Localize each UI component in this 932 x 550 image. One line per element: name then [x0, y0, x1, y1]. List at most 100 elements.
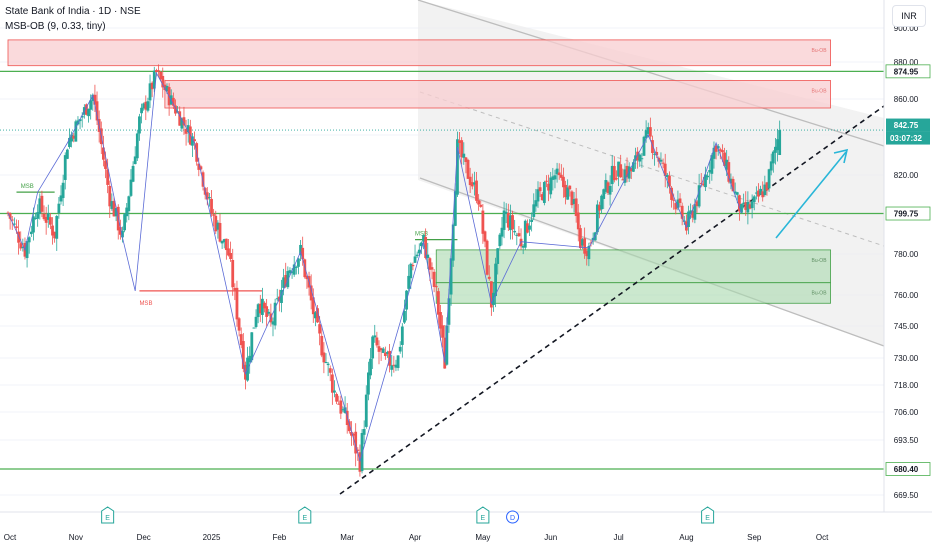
candle-body	[265, 306, 269, 317]
candle-body	[473, 182, 476, 185]
candle-body	[640, 158, 644, 160]
price-axis	[884, 0, 932, 550]
candle-body	[25, 241, 29, 259]
order-block-zone	[7, 39, 831, 67]
candle-body	[646, 127, 650, 134]
candle-body	[759, 188, 762, 195]
candle-body	[55, 216, 59, 239]
candle-body	[680, 205, 684, 219]
candle-body	[49, 217, 52, 225]
candle-body	[576, 212, 580, 230]
trend-arrow	[775, 151, 847, 239]
candle-body	[233, 287, 237, 291]
candle-body	[502, 210, 506, 230]
channel-upper-line	[417, 0, 885, 147]
candle-body	[108, 185, 112, 207]
candle-body	[665, 174, 669, 177]
trend-line	[339, 105, 885, 495]
candle-body	[714, 146, 718, 152]
candle-body	[273, 302, 277, 326]
candle-body	[297, 258, 300, 267]
chart-title: State Bank of India · 1D · NSE	[5, 6, 141, 17]
candle-body	[453, 191, 457, 226]
candle-body	[407, 275, 411, 289]
candle-body	[691, 210, 695, 218]
candle-body	[191, 136, 194, 146]
candle-body	[159, 71, 163, 80]
candle-body	[693, 204, 697, 220]
candle-body	[299, 244, 302, 255]
candle-body	[697, 185, 701, 207]
candle-body	[517, 233, 521, 237]
candle-body	[345, 410, 349, 426]
currency-button[interactable]: INR	[892, 5, 926, 27]
candle-body	[443, 337, 447, 369]
candle-body	[364, 394, 368, 427]
candle-body	[337, 403, 341, 405]
candle-body	[602, 189, 606, 199]
candle-body	[379, 348, 383, 351]
y-tick-label: 718.00	[894, 381, 919, 390]
candle-body	[763, 184, 767, 196]
candle-body	[165, 85, 169, 92]
x-tick-label: May	[475, 533, 490, 542]
candle-body	[271, 321, 275, 325]
candle-body	[93, 94, 97, 105]
candle-body	[742, 202, 746, 205]
candle-body	[778, 130, 782, 155]
candle-body	[224, 238, 228, 251]
candle-body	[288, 270, 292, 274]
candle-body	[456, 139, 459, 195]
candle-body	[506, 212, 510, 228]
candle-body	[521, 245, 525, 248]
candle-body	[721, 150, 724, 153]
candle-body	[65, 149, 69, 159]
candle-body	[381, 348, 385, 353]
x-tick-label: Mar	[340, 533, 354, 542]
candle-body	[606, 182, 610, 193]
candle-body	[701, 183, 705, 185]
candle-body	[38, 198, 42, 214]
candle-body	[689, 210, 693, 214]
candle-body	[398, 346, 402, 352]
candle-body	[27, 237, 31, 243]
candle-body	[72, 135, 76, 139]
candle-body	[146, 101, 150, 111]
candle-body	[610, 165, 614, 185]
candle-body	[716, 146, 720, 149]
candle-body	[335, 393, 338, 402]
candle-body	[704, 174, 707, 188]
candle-body	[413, 256, 417, 263]
earnings-marker	[298, 506, 312, 524]
candle-body	[727, 162, 731, 182]
candle-body	[21, 246, 25, 249]
candle-body	[663, 163, 667, 176]
y-tick-label: 900.00	[894, 24, 919, 33]
candle-body	[740, 204, 743, 213]
candle-body	[51, 225, 54, 236]
candle-body	[615, 178, 618, 180]
candle-body	[579, 228, 582, 249]
candle-body	[612, 166, 616, 181]
candle-body	[34, 218, 37, 220]
candle-body	[229, 253, 232, 260]
candle-body	[320, 335, 324, 356]
candle-body	[623, 169, 627, 183]
candle-body	[237, 318, 241, 331]
candle-body	[140, 107, 143, 114]
msb-label: MSB	[21, 184, 34, 190]
candle-body	[417, 249, 421, 254]
candle-body	[774, 146, 777, 153]
candle-body	[479, 204, 483, 207]
y-tick-label: 820.00	[894, 171, 919, 180]
candle-body	[439, 312, 442, 329]
candle-body	[542, 182, 546, 203]
candle-body	[284, 275, 288, 287]
candle-body	[241, 341, 245, 369]
candle-body	[500, 227, 504, 237]
indicator-legend[interactable]: MSB-OB (9, 0.33, tiny)	[5, 21, 106, 32]
candle-body	[375, 337, 379, 346]
candle-body	[687, 211, 690, 227]
candle-body	[634, 155, 637, 161]
